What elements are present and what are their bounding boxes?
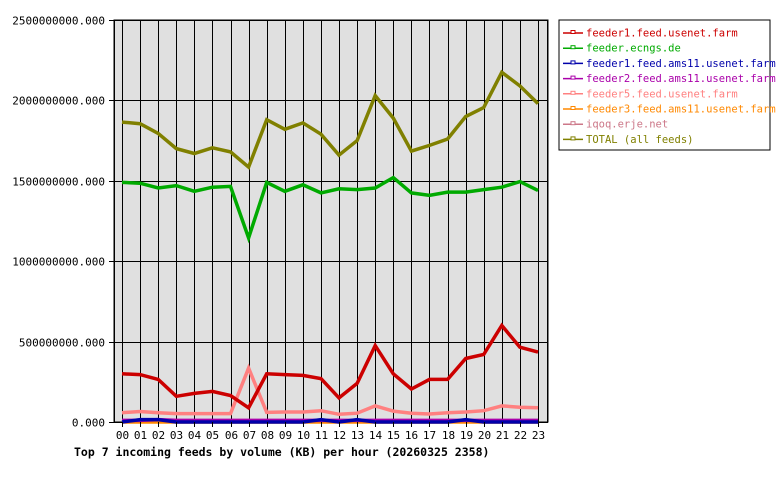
series-line-feeder1-feed-usenet-farm xyxy=(121,322,539,411)
legend-item: feeder.ecngs.de xyxy=(563,43,681,55)
legend-label: TOTAL (all feeds) xyxy=(586,134,693,146)
legend-marker-icon xyxy=(570,30,576,34)
x-tick-label: 11 xyxy=(315,429,328,442)
x-tick-label: 14 xyxy=(369,429,383,442)
x-tick-label: 20 xyxy=(478,429,491,442)
series-lines xyxy=(121,69,540,424)
y-tick-label: 0.000 xyxy=(72,417,105,430)
x-tick-label: 15 xyxy=(387,429,400,442)
y-tick-label: 1500000000.000 xyxy=(12,176,105,189)
legend-marker-icon xyxy=(570,75,576,80)
x-tick-label: 02 xyxy=(152,429,165,442)
series-line-feeder1-feed-ams11-usenet-farm xyxy=(121,417,538,424)
x-tick-label: 07 xyxy=(243,429,256,442)
x-tick-label: 22 xyxy=(514,429,527,442)
x-tick-label: 06 xyxy=(225,429,238,442)
x-axis: 00 01 02 03 04 05 06 07 08 09 10 11 12 13 14 15 16 17 18 19… xyxy=(116,422,545,442)
y-tick-label: 500000000.000 xyxy=(19,337,105,350)
x-tick-label: 23 xyxy=(532,429,545,442)
legend-item: feeder2.feed.ams11.usenet.farm xyxy=(563,73,776,85)
x-tick-label: 16 xyxy=(405,429,418,442)
x-tick-label: 12 xyxy=(333,429,346,442)
legend-box xyxy=(558,19,771,151)
legend-label: feeder2.feed.ams11.usenet.farm xyxy=(586,73,776,85)
legend-label: feeder1.feed.usenet.farm xyxy=(586,28,738,40)
x-tick-label: 05 xyxy=(206,429,219,442)
x-tick-label: 18 xyxy=(442,429,455,442)
x-tick-label: 01 xyxy=(134,429,147,442)
legend-marker-icon xyxy=(570,106,576,110)
legend-marker-icon xyxy=(570,90,576,95)
x-tick-label: 17 xyxy=(423,429,436,442)
legend-marker-icon xyxy=(570,136,576,141)
x-tick-label: 08 xyxy=(261,429,274,442)
legend-item: feeder5.feed.usenet.farm xyxy=(563,88,738,100)
x-tick-label: 13 xyxy=(351,429,364,442)
x-tick-label: 21 xyxy=(496,429,509,442)
legend-item: feeder3.feed.ams11.usenet.farm xyxy=(563,104,776,116)
legend-marker-icon xyxy=(570,60,576,65)
legend-item: feeder1.feed.usenet.farm xyxy=(563,28,738,40)
x-tick-label: 09 xyxy=(279,429,292,442)
y-axis: 0.000 500000000.000 1000000000.000 15000000… xyxy=(12,15,114,430)
legend-label: iqoq.erje.net xyxy=(586,119,668,131)
legend-label: feeder1.feed.ams11.usenet.farm xyxy=(586,58,776,70)
legend-item: feeder1.feed.ams11.usenet.farm xyxy=(563,58,776,70)
x-tick-label: 03 xyxy=(170,429,183,442)
legend-label: feeder.ecngs.de xyxy=(586,43,681,55)
y-tick-label: 1000000000.000 xyxy=(12,256,105,269)
plot-area xyxy=(113,19,549,423)
y-tick-label: 2000000000.000 xyxy=(12,95,105,108)
legend-marker-icon xyxy=(570,45,576,50)
legend-item: iqoq.erje.net xyxy=(563,119,668,131)
legend-label: feeder5.feed.usenet.farm xyxy=(586,88,738,100)
y-tick-label: 2500000000.000 xyxy=(12,15,105,28)
x-tick-label: 10 xyxy=(297,429,310,442)
series-line-total-all-feeds- xyxy=(121,69,540,171)
chart-title: Top 7 incoming feeds by volume (KB) per … xyxy=(74,445,489,459)
x-tick-label: 00 xyxy=(116,429,129,442)
series-line-feeder-ecngs-de xyxy=(121,175,539,244)
legend: feeder1.feed.usenet.farm feeder.ecngs.de f… xyxy=(558,19,776,151)
series-line-feeder5-feed-usenet-farm xyxy=(121,363,539,417)
legend-item: TOTAL (all feeds) xyxy=(563,134,693,146)
x-tick-label: 04 xyxy=(188,429,202,442)
legend-label: feeder3.feed.ams11.usenet.farm xyxy=(586,104,776,116)
legend-marker-icon xyxy=(570,121,576,126)
x-tick-label: 19 xyxy=(460,429,473,442)
